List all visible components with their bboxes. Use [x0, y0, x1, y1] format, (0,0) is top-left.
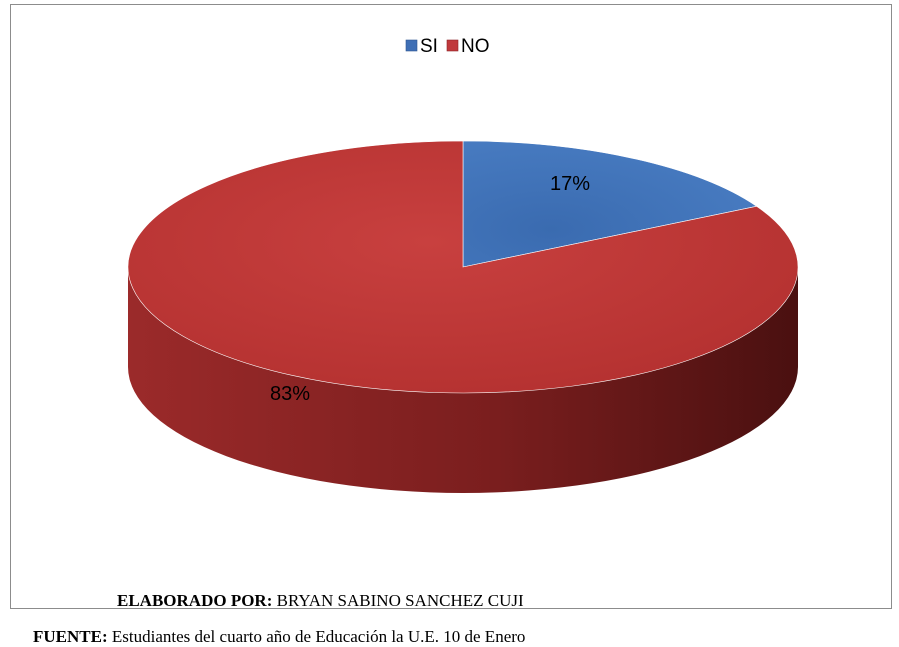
legend-label-si: SI — [420, 36, 438, 57]
source-credit: FUENTE: Estudiantes del cuarto año de Ed… — [33, 627, 525, 647]
author-credit: ELABORADO POR: BRYAN SABINO SANCHEZ CUJI — [117, 591, 524, 611]
legend-label-no: NO — [461, 36, 490, 57]
pie-side-wall — [128, 267, 798, 493]
data-label-no: 83% — [270, 383, 310, 405]
pie-slice-no — [127, 140, 799, 394]
author-name: BRYAN SABINO SANCHEZ CUJI — [272, 591, 524, 610]
source-text: Estudiantes del cuarto año de Educación … — [107, 627, 526, 646]
chart-legend: SI NO — [405, 36, 490, 57]
legend-swatch-no — [446, 39, 459, 52]
legend-swatch-si — [405, 39, 418, 52]
pie-plot: 17% 83% — [127, 140, 799, 493]
source-label: FUENTE: — [33, 627, 108, 646]
data-label-si: 17% — [550, 173, 590, 195]
chart-frame: SI NO 17% 83% ELABORADO POR: BRYAN SABINO … — [10, 4, 892, 646]
author-label: ELABORADO POR: — [117, 591, 273, 610]
pie-slice-si — [462, 140, 758, 268]
pie-chart: SI NO 17% 83% — [127, 36, 799, 493]
